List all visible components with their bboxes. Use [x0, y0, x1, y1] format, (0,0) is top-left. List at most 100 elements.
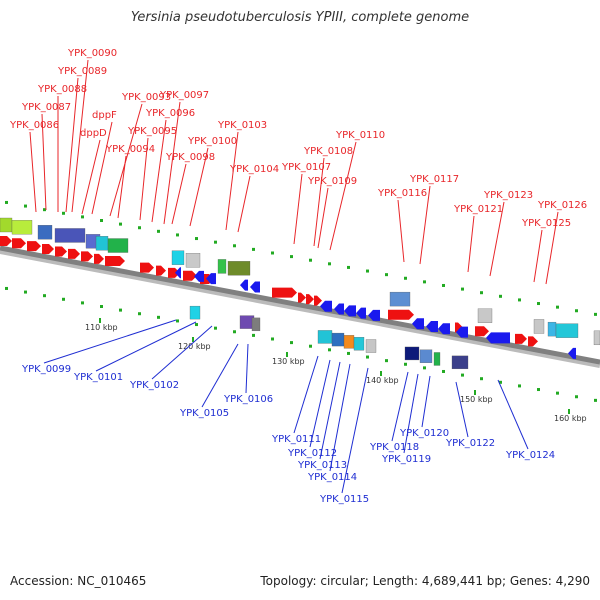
- gene-label-bottom: YPK_0115: [319, 494, 369, 505]
- gene-arrow-forward: [183, 270, 197, 281]
- tick-dot-bottom: [328, 348, 331, 352]
- tick-dot-bottom: [594, 398, 597, 402]
- tick-dot-top: [195, 237, 198, 241]
- tick-dot-bottom: [309, 344, 312, 348]
- gene-arrow-reverse: [250, 281, 260, 293]
- leader-line-top: [237, 175, 251, 233]
- gene-label-top: YPK_0103: [217, 120, 267, 131]
- gene-arrow-forward: [156, 265, 166, 276]
- leader-line-top: [81, 139, 101, 215]
- gene-block: [251, 317, 261, 332]
- gene-arrow-forward: [68, 248, 80, 259]
- tick-dot-bottom: [404, 362, 407, 366]
- gene-block: [555, 323, 579, 338]
- tick-dot-bottom: [556, 391, 559, 395]
- gene-label-top: dppF: [92, 110, 117, 121]
- tick-dot-top: [176, 233, 179, 237]
- leader-line-top: [139, 137, 149, 221]
- gene-block: [171, 250, 185, 265]
- gene-arrow-reverse: [240, 279, 248, 291]
- gene-block: [451, 355, 469, 370]
- gene-block: [593, 330, 600, 346]
- leader-line-bottom: [329, 363, 351, 472]
- leader-line-top: [189, 147, 209, 227]
- gene-arrow-reverse: [438, 323, 450, 335]
- gene-block: [353, 337, 365, 351]
- leader-line-bottom: [43, 319, 177, 364]
- tick-dot-bottom: [385, 359, 388, 363]
- gene-arrow-forward: [455, 322, 463, 333]
- leader-line-top: [163, 101, 181, 225]
- gene-label-bottom: YPK_0119: [381, 454, 431, 465]
- gene-label-top: YPK_0126: [537, 200, 587, 211]
- tick-dot-bottom: [537, 388, 540, 392]
- tick-dot-bottom: [366, 355, 369, 359]
- tick-label: 150 kbp: [460, 395, 493, 404]
- tick-dot-top: [594, 312, 597, 316]
- tick-dot-top: [366, 269, 369, 273]
- tick-dot-bottom: [271, 337, 274, 341]
- leader-line-bottom: [151, 325, 213, 380]
- leader-line-top: [151, 119, 167, 223]
- leader-line-top: [467, 215, 475, 273]
- tick-dot-bottom: [499, 380, 502, 384]
- gene-label-top: YPK_0107: [281, 162, 331, 173]
- gene-label-top: YPK_0089: [57, 66, 107, 77]
- tick-dot-top: [271, 251, 274, 255]
- leader-line-bottom: [455, 381, 469, 438]
- leader-line-bottom: [403, 373, 419, 454]
- gene-label-top: YPK_0095: [127, 126, 177, 137]
- gene-block: [227, 261, 251, 276]
- leader-line-bottom: [391, 371, 409, 442]
- gene-label-top: YPK_0096: [145, 108, 195, 119]
- leader-line-bottom: [95, 321, 197, 372]
- backbone: [0, 245, 600, 365]
- gene-label-bottom: YPK_0118: [369, 442, 419, 453]
- gene-block: [217, 259, 227, 274]
- tick-dot-bottom: [461, 373, 464, 377]
- tick-dot-top: [24, 204, 27, 208]
- gene-arrow-forward: [306, 294, 314, 305]
- leader-line-top: [293, 173, 303, 245]
- tick-dot-top: [81, 215, 84, 219]
- tick-dot-bottom: [100, 305, 103, 308]
- gene-arrow-reverse: [344, 305, 356, 317]
- tick-dot-bottom: [24, 290, 27, 294]
- leader-line-bottom: [421, 375, 431, 428]
- gene-label-top: YPK_0123: [483, 190, 533, 201]
- tick-dot-top: [233, 244, 236, 248]
- gene-label-top: YPK_0116: [377, 188, 427, 199]
- gene-label-top: YPK_0110: [335, 130, 385, 141]
- gene-label-bottom: YPK_0101: [73, 372, 123, 383]
- tick-dot-top: [100, 219, 103, 222]
- leader-line-top: [317, 187, 329, 249]
- gene-block: [95, 236, 109, 251]
- gene-arrow-forward: [388, 309, 414, 320]
- gene-block: [389, 291, 411, 307]
- gene-arrow-reverse: [568, 347, 576, 359]
- tick-dot-bottom: [5, 286, 8, 290]
- leader-line-top: [91, 121, 113, 215]
- tick-dot-bottom: [43, 294, 46, 298]
- gene-label-top: YPK_0094: [105, 144, 155, 155]
- tick-dot-bottom: [252, 333, 255, 337]
- gene-arrow-forward: [42, 243, 54, 254]
- tick-dot-top: [385, 273, 388, 277]
- tick-dot-top: [347, 265, 350, 269]
- tick-dot-top: [556, 305, 559, 309]
- tick-dot-top: [157, 229, 160, 233]
- tick-label: 160 kbp: [554, 414, 587, 423]
- gene-block: [343, 335, 355, 349]
- tick-label: 110 kbp: [85, 323, 118, 332]
- tick-dot-bottom: [290, 341, 293, 345]
- gene-label-bottom: YPK_0105: [179, 408, 229, 419]
- tick-dot-bottom: [423, 366, 426, 370]
- leader-line-top: [71, 59, 89, 213]
- gene-label-top: YPK_0097: [159, 90, 209, 101]
- leader-line-bottom: [245, 343, 249, 394]
- tick-dot-top: [43, 208, 46, 212]
- tick-dot-bottom: [157, 315, 160, 319]
- tick-dot-bottom: [347, 351, 350, 355]
- gene-label-bottom: YPK_0102: [129, 380, 179, 391]
- gene-arrow-forward: [298, 292, 306, 303]
